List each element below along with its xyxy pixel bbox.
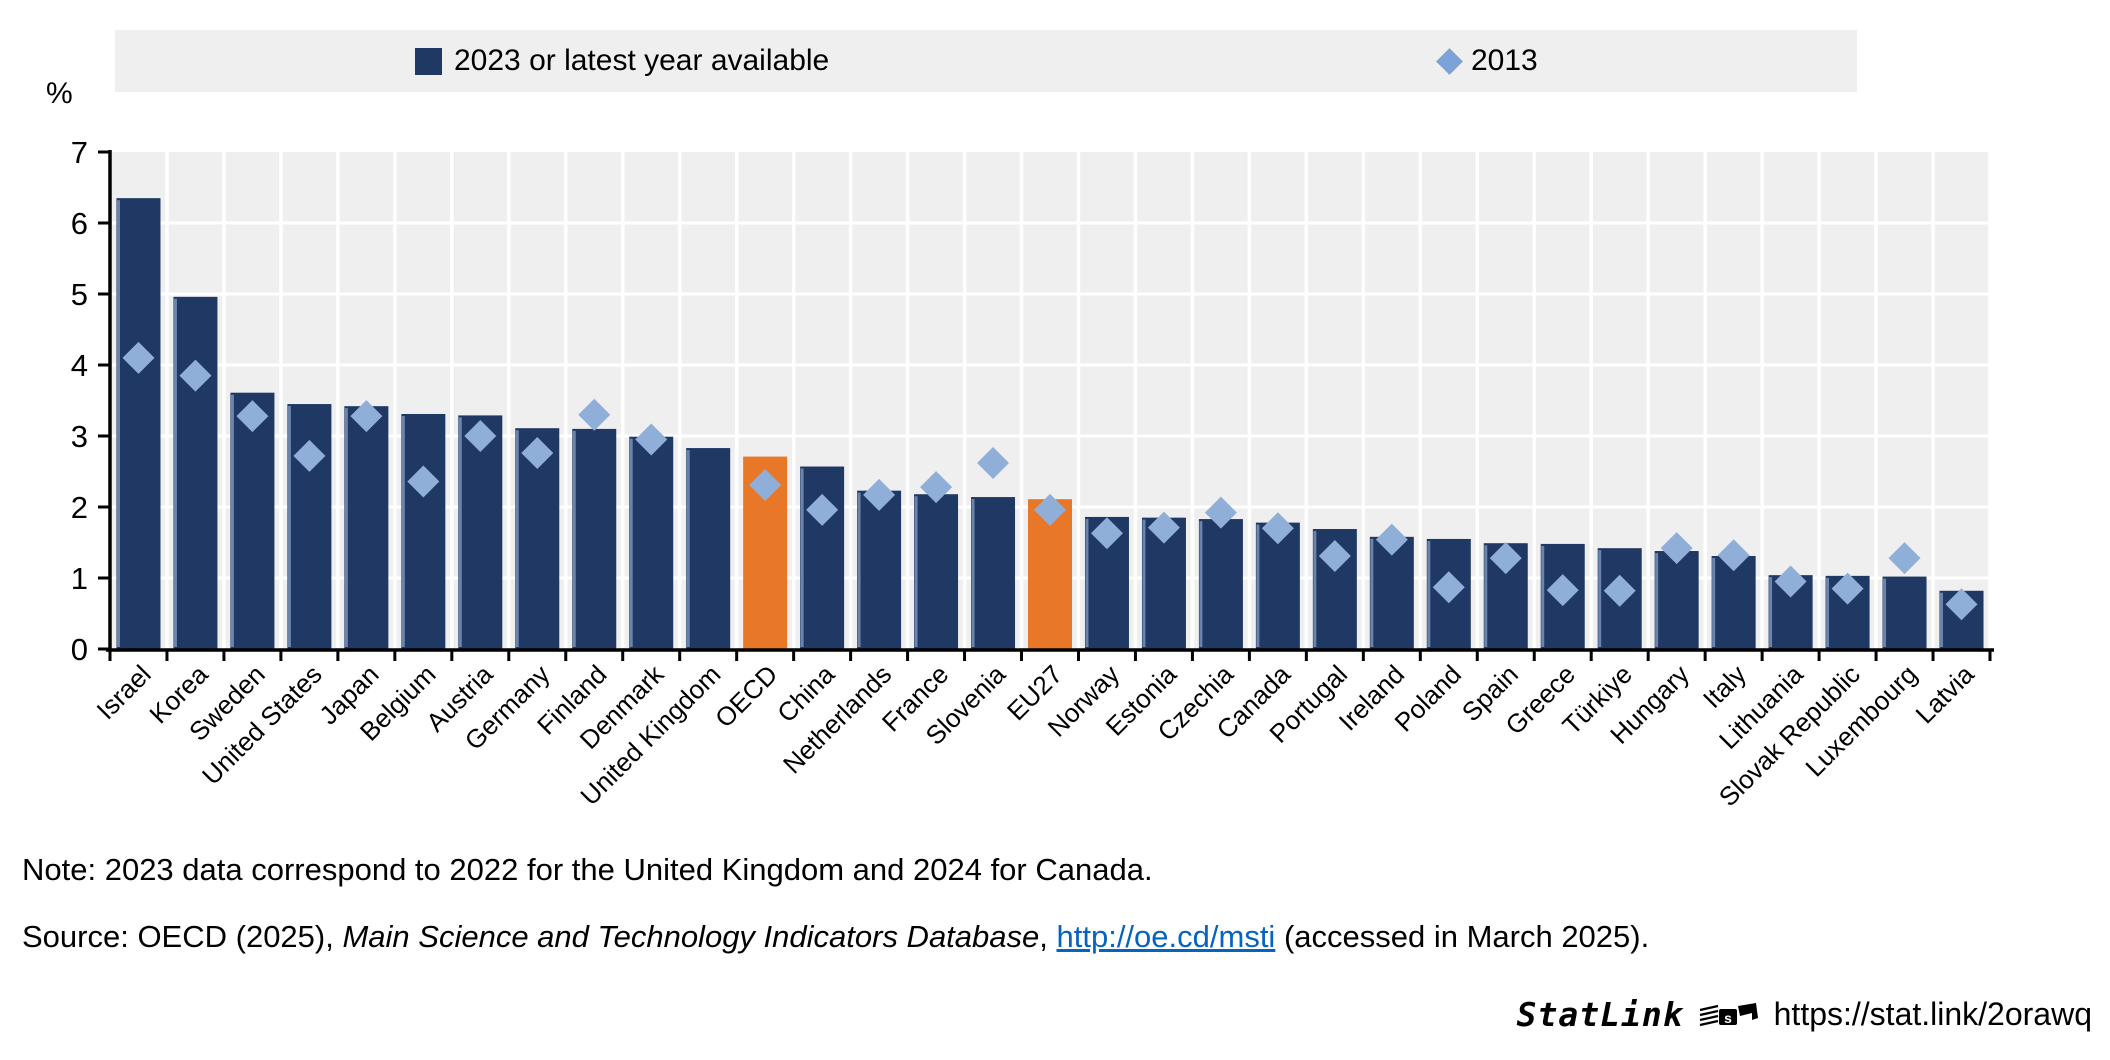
diamond-lithuania [1774,565,1807,598]
diamond-norway [1090,517,1123,550]
diamond-italy [1717,539,1750,572]
y-tick-label: 5 [71,277,88,312]
diamond-portugal [1318,539,1351,572]
bar-slovenia [971,497,1016,649]
y-tick-label: 1 [71,561,88,596]
bar-korea [173,296,218,649]
legend-label-2013: 2013 [1471,44,1538,77]
diamond-china [806,493,839,526]
diamond-france [920,471,953,504]
diamond-greece [1546,574,1579,607]
diamond-slovenia [977,446,1010,479]
bar-denmark [629,436,674,649]
diamond-eu27 [1034,493,1066,526]
diamond-türkiye [1603,574,1636,607]
bar-austria [458,415,503,649]
y-tick-label: 7 [71,135,88,170]
bar-sweden [230,392,275,649]
x-label-oecd: OECD [709,659,783,733]
diamond-japan [350,400,383,433]
bar-united-kingdom [686,448,731,649]
x-label-latvia: Latvia [1909,659,1980,730]
y-tick-label: 6 [71,206,88,241]
y-axis-unit-label: % [46,77,73,110]
diamond-germany [521,437,554,470]
diamond-estonia [1147,511,1180,544]
bar-netherlands [857,490,902,649]
source-prefix: Source: OECD (2025), [22,919,343,954]
diamond-hungary [1660,532,1693,565]
y-tick-label: 4 [71,348,88,383]
statlink-url[interactable]: https://stat.link/2orawq [1773,996,2092,1032]
y-tick-label: 2 [71,490,88,525]
diamond-czechia [1204,496,1237,529]
diamond-belgium [407,465,440,498]
chart-source: Source: OECD (2025), Main Science and Te… [22,919,1649,955]
source-suffix: (accessed in March 2025). [1275,919,1650,954]
bar-swatch-icon [415,47,442,75]
diamond-oecd [749,468,782,501]
statlink-logo-icon: s [1699,1002,1758,1026]
legend-item-2023: 2023 or latest year available [415,30,829,92]
svg-text:s: s [1724,1010,1732,1026]
bar-israel [116,198,161,649]
diamond-denmark [635,423,668,456]
y-tick-label: 3 [71,419,88,454]
source-database-title: Main Science and Technology Indicators D… [342,919,1040,954]
diamond-united-states [293,439,326,472]
diamond-slovak-republic [1831,572,1864,605]
bar-belgium [401,413,446,649]
x-label-israel: Israel [91,659,157,725]
bar-czechia [1198,519,1243,649]
diamond-korea [179,359,212,392]
diamond-canada [1261,512,1294,545]
bar-japan [344,406,389,649]
statlink-brand: StatLink [1516,995,1684,1034]
legend-label-2023: 2023 or latest year available [454,44,830,77]
diamond-latvia [1945,588,1978,621]
diamond-israel [122,341,155,374]
legend-item-2013: 2013 [1436,30,1538,92]
diamond-finland [578,398,611,431]
diamond-netherlands [863,478,896,511]
bar-luxembourg [1882,576,1927,649]
source-link[interactable]: http://oe.cd/msti [1056,919,1276,954]
diamond-sweden [236,400,269,433]
diamond-spain [1489,542,1522,575]
diamond-ireland [1375,523,1408,556]
y-tick-label: 0 [71,632,88,667]
chart-note: Note: 2023 data correspond to 2022 for t… [22,852,1153,887]
bar-hungary [1654,551,1699,649]
legend: 2023 or latest year available 2013 [115,30,1857,92]
bar-france [914,494,959,649]
bar-italy [1711,555,1756,649]
diamond-luxembourg [1888,542,1921,575]
diamond-poland [1432,571,1465,604]
statlink-row: StatLink s https://stat.link/2orawq [1517,995,2092,1034]
diamond-austria [464,420,497,452]
source-separator: , [1039,919,1057,954]
bar-finland [572,428,617,649]
